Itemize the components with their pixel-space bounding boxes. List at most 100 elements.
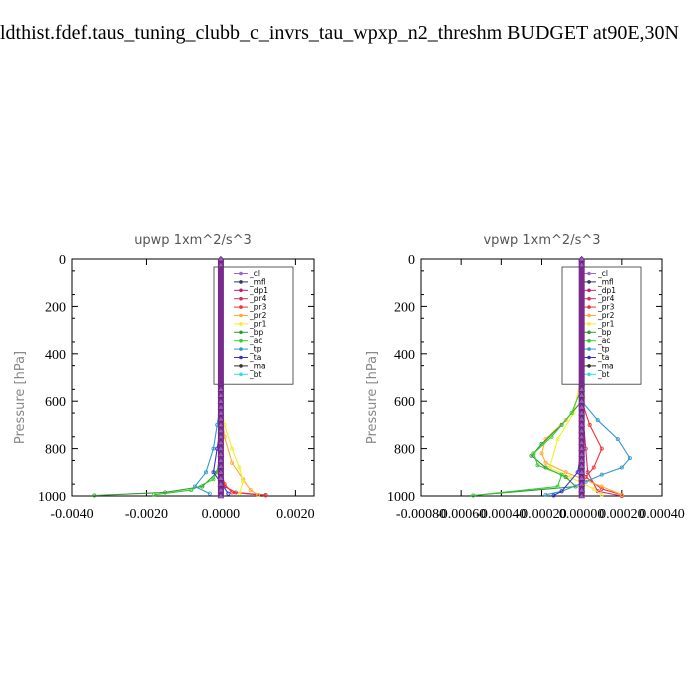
series-marker	[529, 453, 534, 458]
series-marker	[217, 462, 225, 469]
legend-label: _bp	[249, 328, 264, 337]
series-marker	[192, 484, 197, 489]
series-marker	[578, 391, 586, 398]
series-marker	[204, 470, 209, 475]
chart-panel-1: upwp 1xm^2/s^3 Pressure [hPa] 0 200 400 600 80…	[13, 233, 315, 522]
x-tick-label: 0.00020	[599, 507, 645, 522]
chart-title: upwp 1xm^2/s^3	[134, 233, 252, 248]
series-marker	[217, 456, 225, 463]
y-tick-label: 200	[45, 300, 66, 315]
figure-title: ldthist.fdef.taus_tuning_clubb_c_invrs_t…	[0, 22, 679, 44]
legend-marker	[239, 305, 243, 309]
series-marker	[578, 480, 586, 487]
series-marker	[217, 474, 225, 481]
series-marker	[578, 409, 586, 416]
y-tick-label: 400	[45, 348, 66, 363]
legend-marker	[587, 355, 591, 360]
y-tick-label: 0	[59, 253, 66, 268]
legend-marker	[239, 288, 243, 293]
series-marker	[189, 488, 194, 493]
legend-marker	[239, 280, 243, 284]
plot-frame	[71, 258, 315, 497]
legend-marker	[587, 347, 591, 351]
y-axis-label: Pressure [hPa]	[13, 351, 28, 444]
legend-marker	[239, 364, 243, 368]
x-tick-label: 0.00000	[559, 507, 605, 522]
legend-entry_pr1: _pr1	[234, 319, 267, 328]
legend-marker	[239, 338, 243, 343]
legend-marker	[587, 313, 591, 318]
series-marker	[578, 421, 586, 428]
y-tick-label: 800	[394, 443, 415, 458]
y-tick-label: 600	[394, 395, 415, 410]
series_bp	[92, 256, 223, 498]
y-tick-label: 1000	[387, 490, 415, 505]
series-marker	[543, 492, 548, 497]
legend-marker	[239, 296, 243, 301]
legend-marker	[239, 322, 243, 326]
series-marker	[619, 465, 624, 470]
series-marker	[217, 480, 225, 487]
series-marker	[555, 484, 560, 489]
series-marker	[230, 446, 235, 451]
x-tick-label: -0.00040	[476, 507, 526, 522]
legend-entry_ta: _ta	[234, 353, 261, 362]
series-marker	[578, 433, 586, 439]
legend-label: _pr2	[249, 311, 267, 320]
chart-title: vpwp 1xm^2/s^3	[483, 233, 600, 248]
legend-marker	[587, 338, 591, 343]
legend-label: _dp1	[597, 286, 616, 295]
legend-entry_pr3: _pr3	[234, 303, 267, 312]
legend-marker	[239, 355, 243, 360]
series-marker	[578, 451, 586, 457]
series-marker	[531, 451, 536, 456]
series-marker	[230, 490, 235, 495]
series-line	[473, 259, 583, 497]
legend-label: _bt	[249, 370, 262, 379]
x-tick-label: -0.00060	[436, 507, 486, 522]
legend-entry_bp: _bp	[234, 328, 264, 337]
series-marker	[578, 427, 586, 434]
series-marker	[217, 385, 225, 392]
legend-label: _ac	[249, 336, 262, 345]
series-marker	[256, 492, 261, 497]
series-marker	[578, 385, 586, 392]
series-marker	[599, 492, 604, 497]
legend-label: _ma	[597, 361, 614, 370]
series-line	[153, 259, 222, 496]
series-marker	[217, 415, 225, 422]
series-marker	[578, 468, 586, 475]
legend-marker	[587, 305, 591, 309]
series-marker	[471, 493, 476, 498]
x-tick-label: 0.0000	[202, 507, 241, 522]
series-marker	[226, 491, 231, 496]
series-marker	[549, 434, 554, 439]
series-marker	[217, 439, 225, 445]
series-marker	[567, 475, 572, 480]
series-line	[94, 259, 222, 497]
legend-marker	[587, 372, 591, 377]
series-marker	[578, 255, 586, 262]
series-marker	[237, 491, 242, 496]
series-marker	[217, 433, 225, 439]
series-marker	[599, 446, 604, 451]
series-marker	[563, 475, 568, 480]
legend-marker	[587, 364, 591, 368]
series-marker	[559, 422, 564, 427]
series-marker	[543, 460, 548, 465]
y-tick-label: 1000	[38, 490, 66, 505]
legend-label: _mfl	[249, 277, 266, 286]
legend-entry_bt: _bt	[234, 370, 262, 379]
legend-entry_ma: _ma	[234, 361, 266, 370]
legend-label: _cl	[249, 269, 260, 278]
series-marker	[587, 422, 592, 427]
legend-marker	[587, 296, 591, 301]
series-marker	[217, 445, 225, 451]
series-marker	[578, 492, 586, 499]
series-marker	[578, 397, 586, 404]
legend-label: _tp	[597, 345, 610, 354]
y-tick-label: 800	[45, 443, 66, 458]
series-marker	[217, 409, 225, 416]
series-marker	[599, 484, 604, 489]
x-tick-label: -0.00080	[396, 507, 446, 522]
